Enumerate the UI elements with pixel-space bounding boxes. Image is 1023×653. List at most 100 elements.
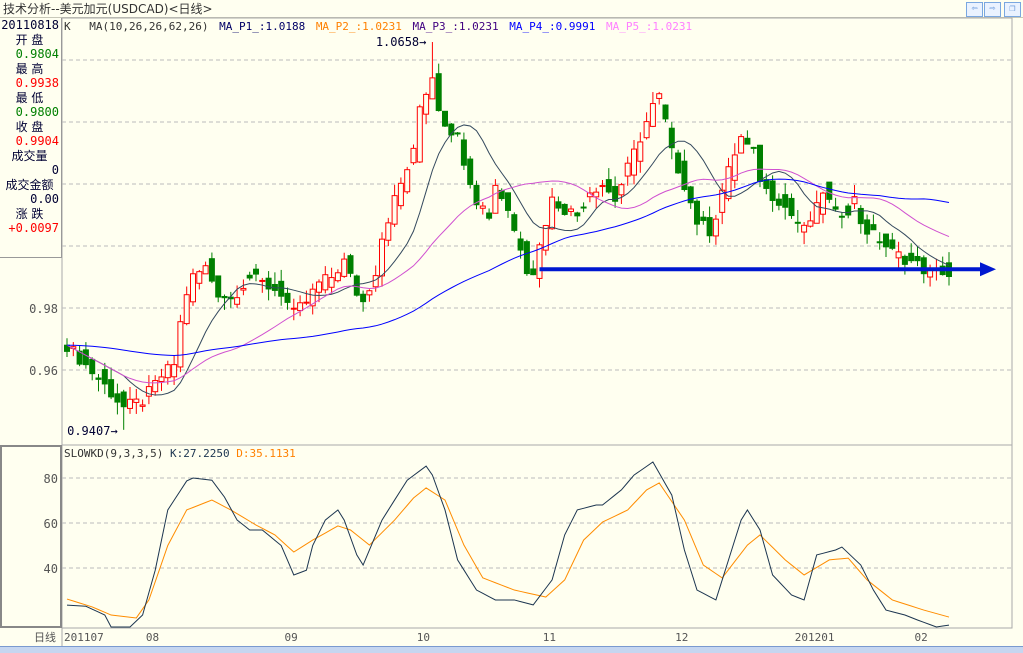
candle-down [876, 241, 883, 244]
candle-down [278, 280, 285, 297]
candle-down [246, 274, 253, 279]
candle-up [234, 297, 241, 305]
candle-up [391, 195, 398, 225]
candle-up [851, 196, 858, 205]
candle-up [158, 376, 165, 382]
candle-down [744, 137, 751, 145]
candle-down [95, 377, 102, 380]
candle-down [788, 197, 795, 217]
candle-up [297, 302, 304, 312]
candle-down [775, 198, 782, 206]
close-value: 0.9904 [15, 134, 59, 148]
kd-tick-label: 60 [44, 517, 58, 531]
candle-down [360, 293, 367, 303]
legend-p5: MA_P5_:1.0231 [605, 20, 693, 33]
candle-up [895, 251, 902, 259]
candle-down [284, 292, 291, 303]
candle-down [883, 233, 889, 248]
high-label: 最 高 [15, 61, 44, 76]
x-axis-label: 201201 [795, 631, 835, 644]
kd-k: K:27.2250 [169, 447, 230, 460]
legend-p2: MA_P2_:1.0231 [315, 20, 402, 33]
candle-down [347, 255, 354, 274]
legend-p4: MA_P4_:0.9991 [509, 20, 596, 33]
candle-down [857, 207, 864, 225]
candle-down [580, 206, 587, 209]
kd-name: SLOWKD(9,3,3,5) [64, 447, 164, 460]
candle-down [208, 258, 215, 282]
candle-up [599, 185, 606, 188]
candle-up [303, 301, 310, 304]
candle-down [353, 275, 360, 296]
candle-up [404, 169, 411, 193]
candle-up [549, 196, 556, 230]
candle-down [826, 181, 833, 200]
candle-up [341, 258, 348, 277]
candle-up [309, 288, 316, 307]
change-value: +0.0097 [8, 221, 59, 235]
candle-up [731, 154, 738, 181]
candle-down [914, 255, 921, 262]
volume-label: 成交量 [11, 148, 48, 163]
candle-up [624, 162, 631, 177]
candle-down [750, 146, 757, 149]
candle-up [807, 220, 814, 227]
candle-down [889, 239, 896, 249]
candle-up [322, 274, 329, 291]
candle-down [221, 295, 228, 299]
candle-down [757, 144, 763, 182]
candle-down [908, 252, 915, 262]
candle-down [265, 277, 272, 290]
price-annotation: 0.9407→ [67, 424, 118, 438]
candle-down [82, 349, 89, 366]
kd-tick-label: 40 [44, 562, 58, 576]
candle-down [473, 184, 480, 206]
candle-up [183, 294, 190, 325]
info-date: 20110818 [1, 18, 59, 32]
candle-down [574, 212, 581, 217]
kd-left-box [0, 445, 62, 628]
candle-up [649, 103, 656, 127]
candle-down [114, 393, 121, 403]
candle-up [643, 121, 650, 139]
legend-p3: MA_P3_:1.0231 [412, 20, 499, 33]
restore-button[interactable]: ❐ [1004, 2, 1021, 17]
candle-down [253, 268, 259, 275]
candle-down [467, 158, 474, 185]
candle-up [139, 404, 146, 407]
candle-down [675, 152, 682, 174]
candle-down [687, 186, 694, 204]
candle-down [530, 268, 537, 276]
candle-down [120, 391, 127, 408]
candle-down [505, 192, 511, 211]
x-axis-label: 02 [915, 631, 928, 644]
price-tick-label: 0.96 [29, 364, 58, 378]
next-button[interactable]: ⇨ [984, 2, 1001, 17]
amount-label: 成交金额 [5, 177, 54, 192]
candle-up [372, 275, 379, 288]
x-axis-label: 08 [146, 631, 159, 644]
candle-up [542, 224, 549, 251]
candle-down [612, 186, 619, 202]
candle-down [486, 212, 493, 219]
open-value: 0.9804 [15, 47, 59, 61]
candle-up [290, 307, 297, 310]
candle-down [694, 200, 700, 225]
ma10-line [66, 124, 950, 396]
prev-button[interactable]: ⇦ [966, 2, 983, 17]
candle-down [448, 123, 455, 136]
candle-up [593, 191, 600, 198]
kd-tick-label: 80 [44, 472, 58, 486]
candle-up [240, 287, 247, 291]
candle-up [379, 238, 385, 277]
candle-up [164, 364, 171, 379]
candle-up [719, 189, 726, 213]
candle-down [454, 132, 461, 135]
candle-down [920, 257, 927, 275]
candle-up [177, 321, 184, 368]
price-annotation: 1.0658→ [376, 35, 427, 49]
candle-down [662, 104, 669, 120]
candle-down [523, 241, 530, 275]
candle-down [838, 215, 845, 218]
